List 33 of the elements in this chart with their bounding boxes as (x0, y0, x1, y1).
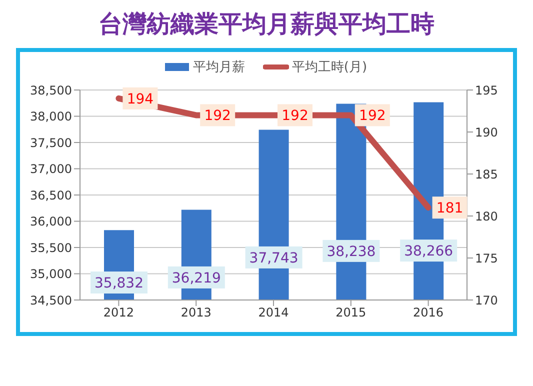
y-tick-label: 37,000 (30, 162, 72, 176)
data-label: 38,266 (404, 244, 454, 260)
x-tick-label: 2012 (103, 306, 134, 320)
y2-tick-label: 185 (475, 167, 498, 182)
y-tick-label: 38,000 (30, 110, 72, 124)
data-label: 194 (126, 91, 154, 108)
data-label: 192 (204, 108, 231, 124)
data-label: 192 (282, 108, 308, 124)
data-label: 37,743 (249, 250, 298, 266)
y-tick-label: 37,500 (30, 136, 72, 150)
x-tick-label: 2013 (180, 306, 212, 320)
data-label: 38,238 (326, 244, 376, 260)
data-label: 36,219 (172, 270, 221, 286)
y2-tick-label: 180 (475, 209, 498, 224)
legend-label: 平均工時(月) (290, 59, 368, 76)
y-tick-label: 38,500 (30, 83, 72, 98)
y-tick-label: 34,500 (30, 293, 72, 308)
x-tick-label: 2015 (336, 306, 366, 320)
data-label: 35,832 (94, 276, 144, 292)
y2-tick-label: 190 (475, 125, 498, 140)
y-tick-label: 36,500 (30, 188, 72, 202)
y-tick-label: 36,000 (30, 214, 72, 229)
data-label: 181 (436, 200, 464, 217)
x-tick-label: 2016 (413, 306, 444, 320)
y2-tick-label: 175 (475, 251, 498, 266)
x-tick-label: 2014 (258, 306, 289, 320)
y2-tick-label: 195 (475, 83, 498, 98)
legend-label: 平均月薪 (192, 59, 245, 76)
data-label: 192 (359, 108, 386, 124)
y-tick-label: 35,000 (30, 267, 72, 282)
y2-tick-label: 170 (475, 293, 498, 308)
chart-title: 台灣紡織業平均月薪與平均工時 (98, 9, 436, 40)
y-tick-label: 35,500 (30, 240, 72, 255)
